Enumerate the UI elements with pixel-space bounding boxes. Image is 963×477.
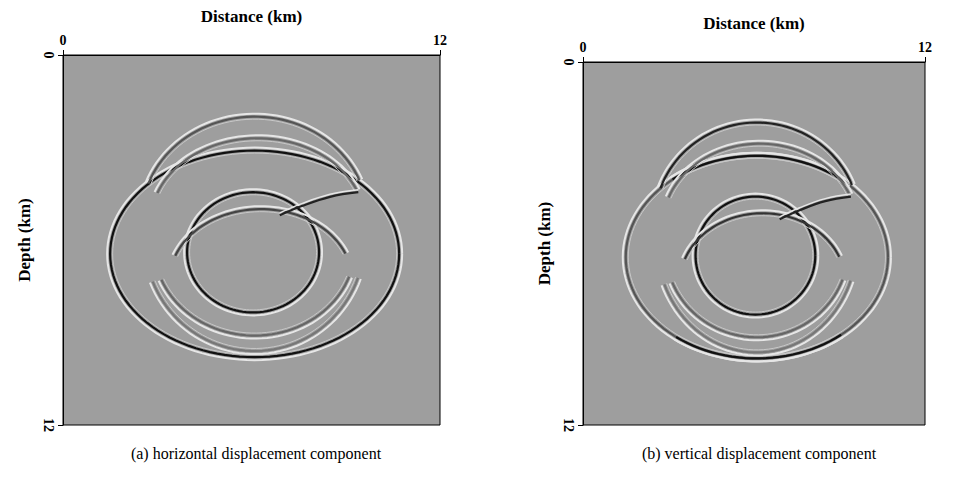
svg-text:(b) vertical displacement comp: (b) vertical displacement component [642, 445, 877, 463]
svg-text:Distance (km): Distance (km) [201, 7, 303, 26]
svg-text:12: 12 [561, 418, 576, 432]
svg-text:0: 0 [561, 59, 576, 66]
svg-text:Distance (km): Distance (km) [703, 14, 805, 33]
svg-text:12: 12 [41, 418, 56, 432]
svg-text:0: 0 [41, 52, 56, 59]
svg-text:12: 12 [918, 40, 932, 55]
svg-text:Depth (km): Depth (km) [535, 202, 554, 286]
svg-text:Depth (km): Depth (km) [15, 198, 34, 282]
svg-text:12: 12 [433, 33, 447, 48]
svg-text:0: 0 [60, 33, 67, 48]
svg-text:0: 0 [580, 40, 587, 55]
svg-text:(a) horizontal displacement co: (a) horizontal displacement component [131, 445, 382, 463]
